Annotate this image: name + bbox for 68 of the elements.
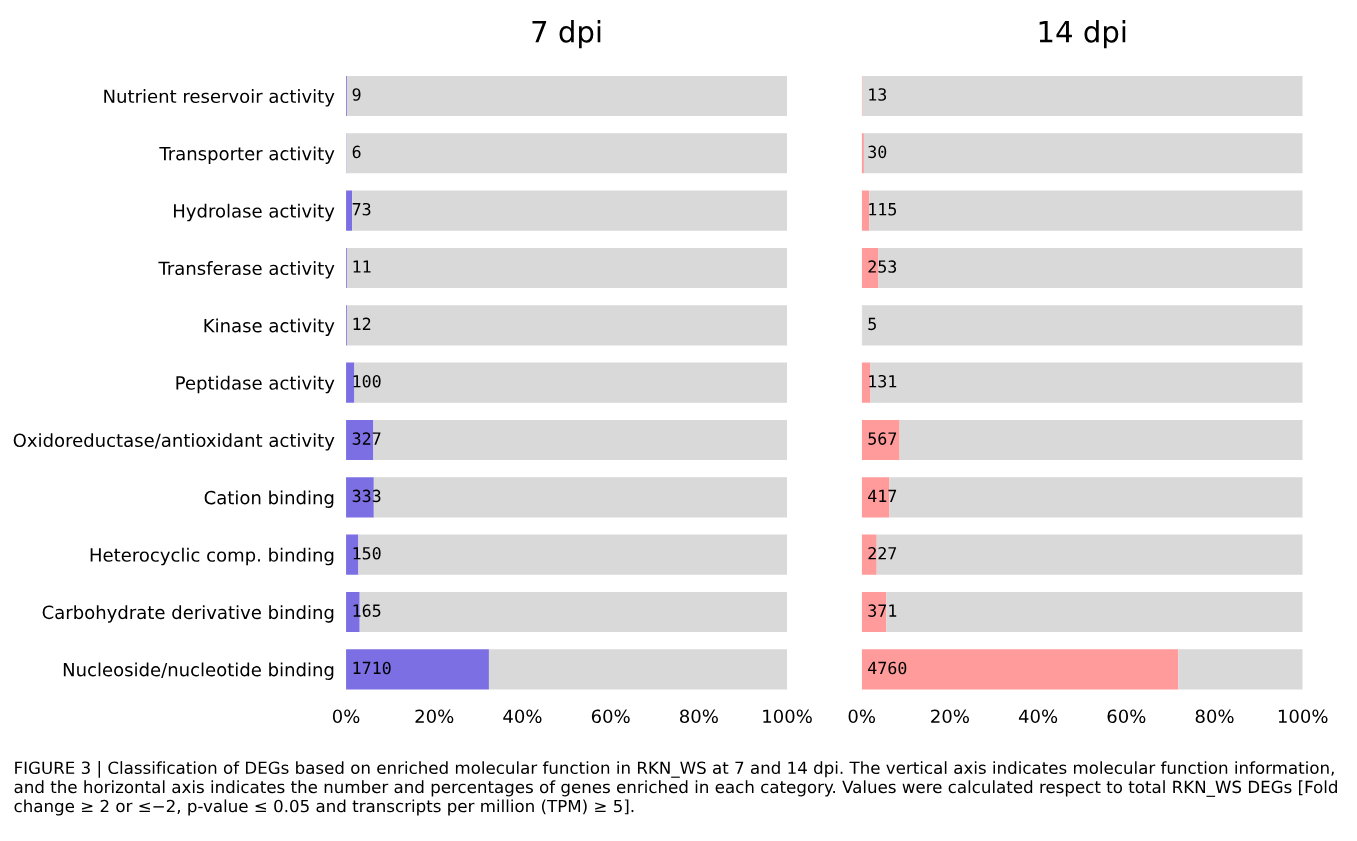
x-tick-label: 0% — [332, 709, 360, 724]
x-tick-label: 60% — [1107, 709, 1146, 724]
annotation: 100 — [353, 374, 381, 388]
y-tick-label: Transporter activity — [159, 146, 335, 164]
bar — [346, 247, 788, 289]
annotation: 73 — [352, 202, 371, 216]
x-tick-label: 100% — [1278, 709, 1328, 724]
chart-title: 7 dpi — [532, 20, 601, 49]
bar — [861, 133, 864, 174]
y-tick-label: Carbohydrate derivative binding — [42, 605, 334, 623]
y-tick-label: Hydrolase activity — [174, 203, 335, 222]
chart-title: 14 dpi — [1039, 20, 1126, 49]
annotation: 165 — [353, 604, 381, 617]
bar — [862, 305, 1303, 346]
annotation: 30 — [868, 145, 887, 159]
x-tick-label: 20% — [931, 709, 969, 724]
bar — [861, 190, 870, 231]
x-tick-label: 0% — [848, 709, 876, 724]
annotation: 131 — [869, 374, 897, 388]
annotation: 253 — [868, 260, 897, 273]
annotation: 371 — [868, 604, 897, 617]
annotation: 327 — [352, 432, 381, 445]
bar — [1178, 649, 1303, 690]
annotation: 9 — [352, 88, 361, 101]
x-tick-label: 40% — [503, 709, 542, 724]
y-tick-label: Cation binding — [204, 490, 334, 508]
bar — [346, 133, 788, 174]
y-tick-label: Oxidoreductase/antioxidant activity — [13, 433, 335, 451]
annotation: 1710 — [353, 661, 391, 675]
bar — [869, 190, 1303, 231]
bar — [861, 419, 900, 461]
annotation: 567 — [868, 432, 897, 445]
annotation: 227 — [868, 546, 897, 560]
annotation: 11 — [353, 260, 371, 273]
y-tick-label: Transferase activity — [158, 261, 335, 279]
x-tick-label: 80% — [1195, 709, 1234, 724]
annotation: 13 — [869, 88, 887, 101]
x-tick-label: 20% — [415, 709, 454, 724]
annotation: 417 — [868, 489, 897, 502]
bar — [346, 305, 788, 346]
annotation: 4760 — [868, 661, 907, 675]
y-tick-label: Heterocyclic comp. binding — [90, 547, 334, 566]
y-tick-label: Nucleoside/nucleotide binding — [63, 662, 334, 680]
annotation: 115 — [869, 203, 897, 216]
x-tick-label: 60% — [591, 709, 630, 724]
annotation: 5 — [868, 317, 876, 331]
y-tick-label: Nutrient reservoir activity — [104, 89, 335, 107]
annotation: 6 — [352, 145, 361, 159]
caption: FIGURE 3 | Classification of DEGs based on enriched molecular function in RKN_WS at 7 and 14 dpi. The vertical axis indicates molecular function information, and the horizontal axis indicates the number and percentages of genes enriched in each category. Values were calculated respect to total RKN_WS DEGs [Fold change ≥ 2 or ≤−2, p-value ≤ 0.05 and transcripts per million (TPM) ≥ 5]. — [14, 761, 1337, 816]
x-tick-label: 80% — [680, 709, 718, 724]
x-tick-label: 100% — [763, 709, 812, 724]
x-tick-label: 40% — [1018, 709, 1058, 724]
bar — [863, 133, 1303, 174]
bar — [861, 362, 871, 403]
bar — [354, 362, 788, 403]
y-tick-label: Kinase activity — [204, 318, 335, 336]
bar — [488, 649, 788, 690]
annotation: 333 — [352, 489, 381, 503]
bar — [352, 190, 788, 231]
annotation: 12 — [353, 317, 371, 330]
bar — [861, 649, 1179, 690]
bar — [862, 75, 1303, 117]
annotation: 150 — [353, 546, 381, 560]
y-tick-label: Peptidase activity — [176, 375, 335, 394]
bar — [899, 419, 1303, 461]
bar — [346, 649, 489, 690]
bar — [346, 75, 788, 117]
bar — [870, 362, 1303, 403]
